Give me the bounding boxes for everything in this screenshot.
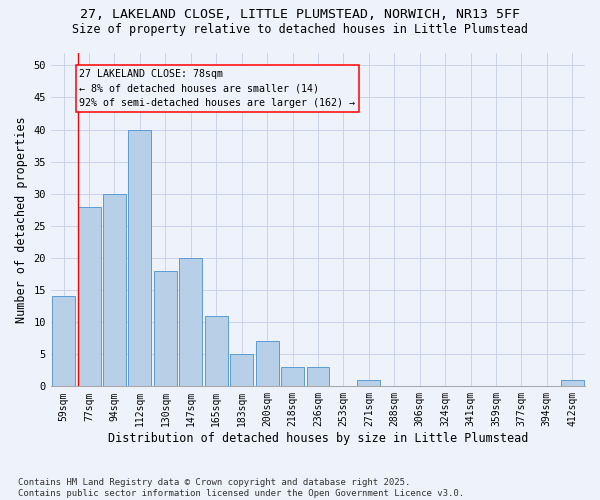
- X-axis label: Distribution of detached houses by size in Little Plumstead: Distribution of detached houses by size …: [108, 432, 528, 445]
- Bar: [205, 316, 227, 386]
- Bar: [256, 342, 278, 386]
- Bar: [128, 130, 151, 386]
- Bar: [281, 367, 304, 386]
- Bar: [52, 296, 75, 386]
- Text: 27 LAKELAND CLOSE: 78sqm
← 8% of detached houses are smaller (14)
92% of semi-de: 27 LAKELAND CLOSE: 78sqm ← 8% of detache…: [79, 68, 355, 108]
- Bar: [230, 354, 253, 386]
- Bar: [77, 206, 101, 386]
- Bar: [561, 380, 584, 386]
- Bar: [307, 367, 329, 386]
- Text: Contains HM Land Registry data © Crown copyright and database right 2025.
Contai: Contains HM Land Registry data © Crown c…: [18, 478, 464, 498]
- Y-axis label: Number of detached properties: Number of detached properties: [15, 116, 28, 322]
- Text: Size of property relative to detached houses in Little Plumstead: Size of property relative to detached ho…: [72, 22, 528, 36]
- Bar: [103, 194, 126, 386]
- Bar: [358, 380, 380, 386]
- Bar: [179, 258, 202, 386]
- Bar: [154, 271, 177, 386]
- Text: 27, LAKELAND CLOSE, LITTLE PLUMSTEAD, NORWICH, NR13 5FF: 27, LAKELAND CLOSE, LITTLE PLUMSTEAD, NO…: [80, 8, 520, 20]
